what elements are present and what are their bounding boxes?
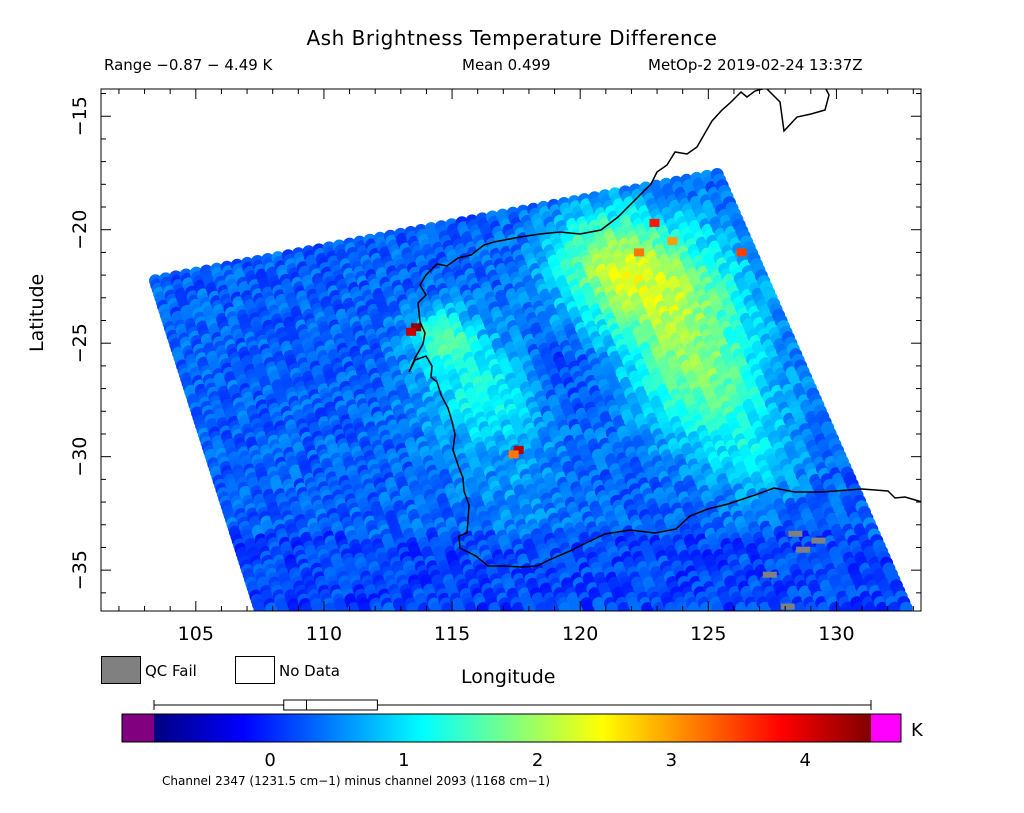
heatmap-cell xyxy=(265,602,279,611)
heatmap-highlight-cell xyxy=(667,237,678,246)
heatmap-cell xyxy=(347,602,361,611)
no-data-label: No Data xyxy=(279,662,340,680)
mean-text: Mean 0.499 xyxy=(462,56,551,74)
heatmap-cell xyxy=(476,602,490,611)
qc-fail-cell xyxy=(811,537,826,544)
heatmap-cell xyxy=(253,602,267,611)
qc-fail-cell xyxy=(796,546,811,553)
heatmap-cell xyxy=(582,602,596,611)
heatmap-cell xyxy=(547,602,561,611)
y-tick-label: −20 xyxy=(69,210,91,250)
qc-fail-swatch xyxy=(101,656,141,684)
heatmap-cell xyxy=(418,602,431,611)
y-tick-label: −35 xyxy=(69,550,91,590)
heatmap-cell xyxy=(312,602,326,611)
colorbar-unit: K xyxy=(911,720,923,741)
no-data-swatch xyxy=(235,656,275,684)
heatmap-cell xyxy=(899,601,913,611)
qc-fail-cell xyxy=(762,571,777,578)
heatmap-highlight-cell xyxy=(406,327,417,336)
heatmap-cell xyxy=(324,602,337,611)
y-tick-label: −15 xyxy=(69,96,91,136)
x-tick-label: 115 xyxy=(434,623,470,645)
heatmap-cell xyxy=(559,602,572,611)
qc-fail-label: QC Fail xyxy=(145,662,197,680)
heatmap-cell xyxy=(300,602,314,611)
colorbar-tick-label: 1 xyxy=(398,750,410,771)
heatmap-cell xyxy=(523,602,537,611)
colorbar-tick-label: 3 xyxy=(665,750,678,771)
colorbar-gradient xyxy=(154,714,871,742)
heatmap-cell xyxy=(535,602,549,611)
chart-title: Ash Brightness Temperature Difference xyxy=(306,26,718,50)
x-tick-label: 125 xyxy=(690,623,726,645)
heatmap-cell xyxy=(371,602,384,611)
heatmap-highlight-cell xyxy=(634,248,645,257)
quartile-box xyxy=(283,699,378,711)
heatmap-highlight-cell xyxy=(736,248,747,257)
heatmap-cell xyxy=(429,602,443,611)
colorbar-under-swatch xyxy=(122,714,154,742)
qc-fail-cell xyxy=(788,530,803,537)
heatmap-cell xyxy=(453,602,467,611)
heatmap-cell xyxy=(488,602,502,611)
heatmap-highlight-cell xyxy=(508,450,519,459)
heatmap-cell xyxy=(359,602,373,611)
y-tick-label: −25 xyxy=(69,323,91,363)
y-axis-label: Latitude xyxy=(26,273,48,352)
colorbar-over-swatch xyxy=(871,714,901,742)
satellite-text: MetOp-2 2019-02-24 13:37Z xyxy=(648,56,863,74)
colorbar-tick-label: 0 xyxy=(264,750,276,771)
x-tick-label: 130 xyxy=(818,623,854,645)
colorbar xyxy=(121,713,902,743)
coastline-islands xyxy=(765,89,830,133)
qc-fail-cell xyxy=(780,603,795,610)
heatmap-cell xyxy=(465,602,478,611)
x-axis-label: Longitude xyxy=(461,666,556,688)
heatmap-cell xyxy=(277,602,290,611)
heatmap-cell xyxy=(382,602,396,611)
x-tick-label: 110 xyxy=(306,623,342,645)
colorbar-tick-label: 4 xyxy=(799,750,811,771)
heatmap-cell xyxy=(335,602,349,611)
heatmap-highlight-cell xyxy=(649,218,660,227)
x-tick-label: 105 xyxy=(178,623,214,645)
range-text: Range −0.87 − 4.49 K xyxy=(104,56,273,74)
colorbar-tick-label: 2 xyxy=(531,750,544,771)
channel-caption: Channel 2347 (1231.5 cm−1) minus channel… xyxy=(162,774,551,788)
heatmap-cell xyxy=(406,602,420,611)
x-tick-label: 120 xyxy=(562,623,598,645)
heatmap-cell xyxy=(441,602,455,611)
heatmap-cell xyxy=(512,602,525,611)
box-whisker-plot xyxy=(153,699,872,711)
y-tick-label: −30 xyxy=(69,437,91,477)
